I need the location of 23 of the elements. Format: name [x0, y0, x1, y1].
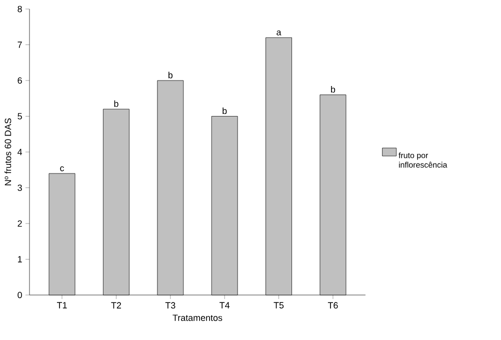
annotation: c [60, 166, 64, 172]
x-axis-title: Tratamentos [172, 314, 222, 321]
annotation: b [114, 100, 118, 107]
y-tick-label: 7 [18, 42, 22, 48]
annotation: b [222, 107, 227, 114]
y-tick-label: 0 [18, 292, 22, 298]
y-tick-label: 2 [18, 220, 22, 227]
y-tick-label: 8 [18, 6, 22, 12]
x-tick-label: T2 [111, 302, 121, 308]
y-tick-label: 6 [18, 77, 22, 84]
x-tick-label: T6 [328, 302, 338, 309]
x-tick-label: T1 [56, 302, 67, 308]
y-axis-title: Nº frutos 60 DAS [4, 118, 12, 186]
annotation: b [168, 72, 173, 78]
y-tick-label: 3 [18, 184, 22, 191]
annotation: b [331, 86, 336, 93]
y-tick-label: 4 [18, 148, 22, 156]
y-tick-label: 1 [18, 256, 22, 262]
x-tick-label: T4 [220, 302, 230, 308]
y-tick-label: 5 [18, 113, 22, 120]
annotation: a [276, 30, 282, 36]
x-tick-label: T3 [165, 302, 176, 309]
x-tick-label: T5 [274, 302, 284, 308]
